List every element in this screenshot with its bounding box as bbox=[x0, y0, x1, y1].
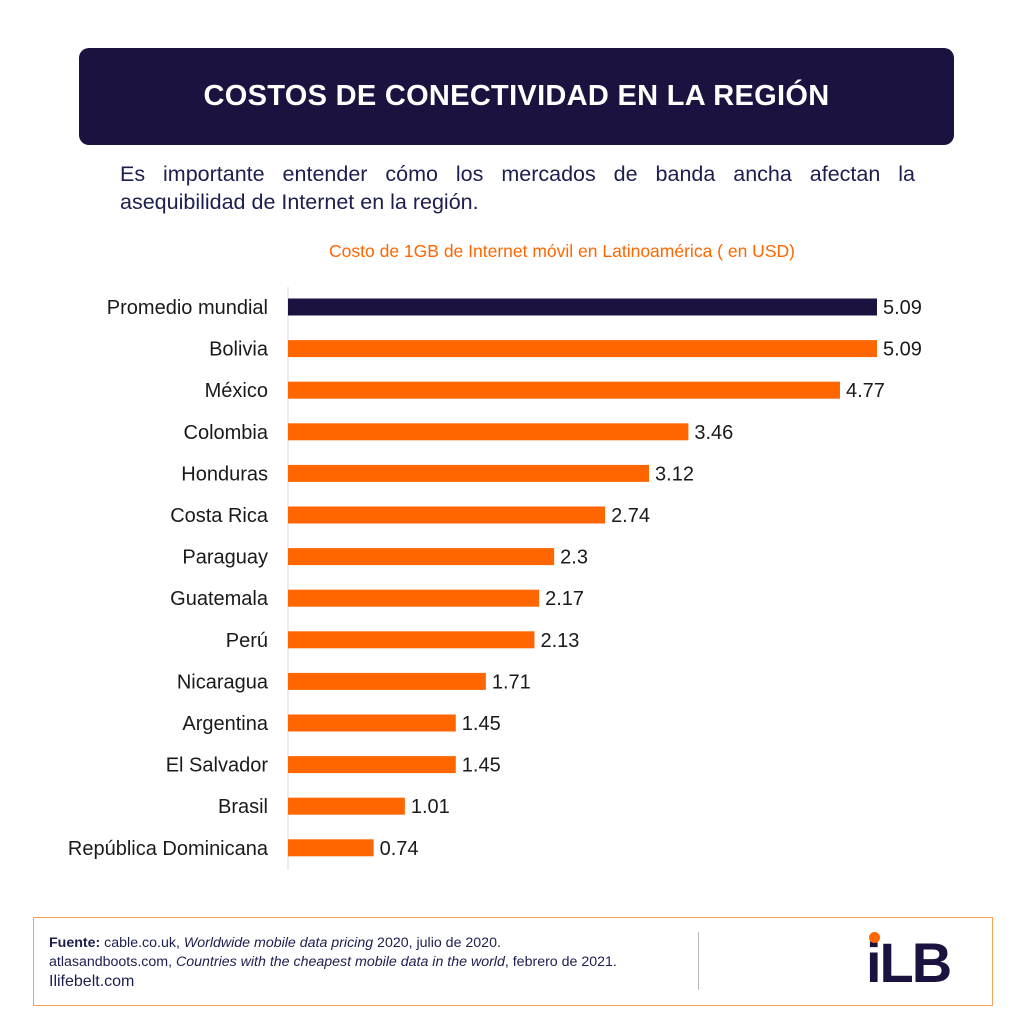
bar-chart: Costo de 1GB de Internet móvil en Latino… bbox=[68, 241, 922, 870]
category-label: México bbox=[205, 380, 268, 402]
source-text: Fuente: cable.co.uk, Worldwide mobile da… bbox=[49, 934, 699, 991]
category-label: Promedio mundial bbox=[107, 297, 268, 319]
source-1-date: 2020, julio de 2020. bbox=[373, 935, 501, 951]
value-label: 3.46 bbox=[694, 422, 733, 444]
bar-1 bbox=[288, 340, 877, 358]
bar-10 bbox=[288, 714, 456, 732]
source-2-site: atlasandboots.com, bbox=[49, 954, 176, 970]
bar-9 bbox=[288, 672, 486, 690]
logo-text: iLB bbox=[866, 931, 952, 994]
value-label: 2.74 bbox=[611, 505, 650, 527]
source-1-site: cable.co.uk, bbox=[100, 935, 184, 951]
category-label: Bolivia bbox=[209, 339, 269, 361]
site-link[interactable]: Ilifebelt.com bbox=[49, 973, 135, 990]
category-label: República Dominicana bbox=[68, 838, 269, 860]
bar-8 bbox=[288, 631, 535, 649]
intro-paragraph: Es importante entender cómo los mercados… bbox=[120, 162, 915, 214]
bar-13 bbox=[288, 839, 374, 857]
category-label: Perú bbox=[226, 630, 268, 652]
title-banner: COSTOS DE CONECTIVIDAD EN LA REGIÓN bbox=[79, 48, 954, 145]
bar-6 bbox=[288, 548, 555, 566]
value-label: 1.45 bbox=[462, 755, 501, 777]
source-label: Fuente: bbox=[49, 935, 101, 951]
source-line-1: Fuente: cable.co.uk, Worldwide mobile da… bbox=[49, 934, 699, 953]
value-label: 2.3 bbox=[560, 547, 588, 569]
value-label: 5.09 bbox=[883, 297, 922, 319]
value-label: 5.09 bbox=[883, 339, 922, 361]
value-label: 1.01 bbox=[411, 796, 450, 818]
source-footer: Fuente: cable.co.uk, Worldwide mobile da… bbox=[33, 917, 993, 1006]
value-label: 4.77 bbox=[846, 380, 885, 402]
value-label: 2.17 bbox=[545, 588, 584, 610]
bar-4 bbox=[288, 464, 650, 482]
ilb-logo: iLB bbox=[866, 930, 966, 994]
bar-5 bbox=[288, 506, 606, 524]
chart-title: Costo de 1GB de Internet móvil en Latino… bbox=[329, 241, 795, 261]
source-line-2: atlasandboots.com, Countries with the ch… bbox=[49, 953, 699, 972]
source-1-title: Worldwide mobile data pricing bbox=[183, 935, 374, 951]
value-label: 1.71 bbox=[492, 671, 531, 693]
logo-dot bbox=[869, 932, 880, 943]
bar-12 bbox=[288, 797, 405, 815]
category-label: Brasil bbox=[218, 796, 268, 818]
bar-7 bbox=[288, 589, 540, 607]
page-title: COSTOS DE CONECTIVIDAD EN LA REGIÓN bbox=[203, 80, 830, 112]
bar-2 bbox=[288, 381, 840, 399]
bar-11 bbox=[288, 756, 456, 774]
source-2-date: , febrero de 2021. bbox=[504, 954, 617, 970]
value-label: 3.12 bbox=[655, 463, 694, 485]
category-label: Honduras bbox=[181, 463, 268, 485]
bar-3 bbox=[288, 423, 689, 441]
category-label: Guatemala bbox=[170, 588, 269, 610]
category-label: Paraguay bbox=[182, 547, 268, 569]
value-label: 1.45 bbox=[462, 713, 501, 735]
category-label: Colombia bbox=[184, 422, 269, 444]
value-label: 0.74 bbox=[380, 838, 419, 860]
value-label: 2.13 bbox=[540, 630, 579, 652]
category-label: El Salvador bbox=[166, 755, 269, 777]
footer-divider bbox=[698, 932, 699, 990]
category-label: Costa Rica bbox=[170, 505, 269, 527]
category-label: Nicaragua bbox=[177, 671, 269, 693]
source-2-title: Countries with the cheapest mobile data … bbox=[175, 954, 505, 970]
bar-0 bbox=[288, 298, 877, 316]
category-label: Argentina bbox=[182, 713, 268, 735]
